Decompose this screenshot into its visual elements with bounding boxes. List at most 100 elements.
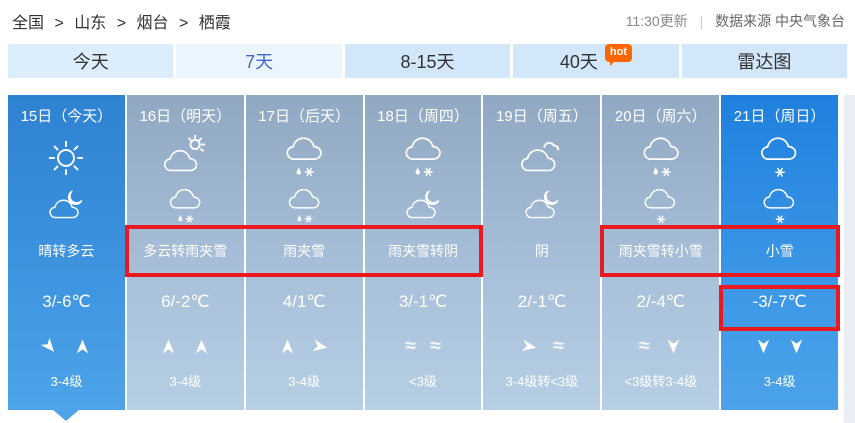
night-weather-icon bbox=[127, 184, 244, 227]
calm-wind-icon: ≈ bbox=[405, 335, 416, 357]
weather-text: 多云转雨夹雪 bbox=[143, 243, 228, 259]
wind-direction-icons bbox=[127, 329, 244, 363]
day-date-label: 17日（后天） bbox=[258, 108, 350, 125]
day-weather-icon bbox=[602, 129, 719, 184]
wind-level-text: 3-4级转<3级 bbox=[505, 374, 579, 389]
cloud-moon-icon bbox=[525, 190, 559, 218]
sleet-icon bbox=[169, 188, 201, 222]
forecast-tabs: 今天 7天 8-15天 40天 hot 雷达图 bbox=[8, 44, 848, 78]
sleet-icon bbox=[643, 136, 679, 176]
day-weather-icon bbox=[721, 129, 838, 184]
data-source-label: 数据来源 中央气象台 bbox=[715, 13, 845, 29]
tab-radar[interactable]: 雷达图 bbox=[681, 44, 848, 78]
temperature-text: 2/-4℃ bbox=[636, 292, 685, 311]
tab-40day[interactable]: 40天 hot bbox=[513, 44, 679, 78]
wind-level-text: 3-4级 bbox=[288, 374, 321, 389]
calm-wind-icon: ≈ bbox=[638, 335, 650, 357]
calm-wind-icon: ≈ bbox=[552, 335, 564, 357]
arrow-down-wind-icon bbox=[757, 339, 769, 353]
day-column-1[interactable]: 15日（今天） 晴转多云 3/-6℃ 3-4级 bbox=[8, 95, 125, 421]
breadcrumb: 全国 > 山东 > 烟台 > 栖霞 bbox=[12, 9, 231, 33]
wind-level-text: 3-4级 bbox=[763, 374, 796, 389]
arrow-se-wind-icon bbox=[41, 336, 55, 352]
day-column-2[interactable]: 16日（明天） 多云转雨夹雪 6/-2℃ 3-4级 bbox=[126, 95, 244, 410]
wind-direction-icons: ≈ ≈ bbox=[365, 329, 482, 363]
weather-text: 阴 bbox=[534, 243, 549, 259]
arrow-up-wind-icon bbox=[77, 339, 89, 353]
arrow-e-wind-icon bbox=[521, 339, 537, 351]
arrow-up-wind-icon bbox=[196, 339, 208, 353]
day-date-label: 20日（周六） bbox=[614, 108, 707, 125]
temperature-text: 3/-6℃ bbox=[42, 292, 91, 311]
weather-text: 晴转多云 bbox=[38, 243, 95, 259]
tab-label: 雷达图 bbox=[737, 52, 792, 72]
weather-text: 雨夹雪转阴 bbox=[388, 243, 458, 259]
sun-icon bbox=[49, 140, 84, 175]
cloud-moon-icon bbox=[406, 190, 440, 218]
weather-text: 雨夹雪 bbox=[283, 243, 326, 259]
breadcrumb-item-country[interactable]: 全国 bbox=[12, 15, 45, 32]
wind-level-text: <3级 bbox=[409, 374, 437, 389]
night-weather-icon bbox=[246, 184, 363, 227]
day-date-label: 19日（周五） bbox=[496, 108, 588, 125]
temperature-text: 4/1℃ bbox=[282, 292, 326, 311]
breadcrumb-item-city[interactable]: 烟台 bbox=[136, 15, 169, 32]
tab-label: 40天 bbox=[559, 52, 598, 72]
day-column-7[interactable]: 21日（周日） 小雪 -3/-7℃ 3-4级 bbox=[721, 95, 839, 410]
tab-label: 今天 bbox=[72, 52, 109, 72]
day-column-6[interactable]: 20日（周六） 雨夹雪转小雪 2/-4℃ ≈ <3级转3-4级 bbox=[602, 95, 720, 410]
wind-direction-icons bbox=[8, 329, 125, 363]
sleet-icon bbox=[288, 188, 320, 222]
tab-8-15day[interactable]: 8-15天 bbox=[344, 44, 511, 78]
day-weather-icon bbox=[365, 129, 482, 184]
overcast-icon bbox=[520, 141, 560, 171]
update-time: 11:30更新 bbox=[625, 13, 688, 29]
breadcrumb-separator: > bbox=[116, 15, 127, 32]
day-weather-icon bbox=[8, 129, 125, 184]
page-right-band bbox=[844, 95, 855, 423]
breadcrumb-separator: > bbox=[54, 15, 64, 32]
arrow-up-wind-icon bbox=[163, 339, 175, 353]
day-date-label: 21日（周日） bbox=[733, 108, 826, 125]
sleet-icon bbox=[405, 136, 441, 176]
snow-icon bbox=[760, 136, 796, 177]
arrow-up-wind-icon bbox=[281, 339, 294, 353]
temperature-text: 3/-1℃ bbox=[398, 292, 448, 311]
day-weather-icon bbox=[127, 129, 244, 184]
cloud-moon-icon bbox=[49, 190, 83, 218]
wind-level-text: 3-4级 bbox=[50, 374, 83, 389]
night-weather-icon bbox=[483, 184, 600, 227]
temperature-text: 6/-2℃ bbox=[161, 292, 210, 311]
weather-text: 小雪 bbox=[765, 243, 794, 259]
snow-icon bbox=[644, 188, 675, 223]
top-bar: 全国 > 山东 > 烟台 > 栖霞 11:30更新 | 数据来源 中央气象台 bbox=[12, 8, 845, 34]
arrow-e-wind-icon bbox=[312, 339, 328, 351]
tab-today[interactable]: 今天 bbox=[8, 44, 174, 78]
day-weather-icon bbox=[246, 129, 363, 184]
update-info-divider: | bbox=[699, 13, 704, 29]
wind-direction-icons bbox=[246, 329, 363, 363]
breadcrumb-item-province[interactable]: 山东 bbox=[74, 15, 107, 32]
day-column-5[interactable]: 19日（周五） 阴 2/-1℃ ≈ 3-4级转<3级 bbox=[483, 95, 601, 410]
day-column-4[interactable]: 18日（周四） 雨夹雪转阴 3/-1℃ ≈ ≈ <3级 bbox=[364, 95, 482, 410]
temperature-text: -3/-7℃ bbox=[752, 292, 807, 311]
calm-wind-icon: ≈ bbox=[430, 335, 441, 357]
tab-label: 7天 bbox=[245, 52, 274, 72]
cloud-sun-icon bbox=[164, 134, 206, 171]
night-weather-icon bbox=[602, 184, 719, 227]
tab-7day[interactable]: 7天 bbox=[176, 44, 342, 78]
update-info: 11:30更新 | 数据来源 中央气象台 bbox=[626, 11, 845, 31]
day-column-3[interactable]: 17日（后天） 雨夹雪 4/1℃ 3-4级 bbox=[245, 95, 363, 410]
hot-badge: hot bbox=[604, 44, 632, 66]
breadcrumb-item-district: 栖霞 bbox=[198, 15, 231, 32]
arrow-down-wind-icon bbox=[667, 339, 679, 353]
snow-icon bbox=[763, 188, 794, 223]
day-weather-icon bbox=[483, 129, 600, 184]
night-weather-icon bbox=[721, 184, 838, 227]
night-weather-icon bbox=[365, 184, 482, 227]
wind-level-text: <3级转3-4级 bbox=[624, 374, 698, 389]
weather-text: 雨夹雪转小雪 bbox=[618, 243, 703, 259]
temperature-text: 2/-1℃ bbox=[517, 292, 567, 311]
night-weather-icon bbox=[8, 184, 125, 227]
